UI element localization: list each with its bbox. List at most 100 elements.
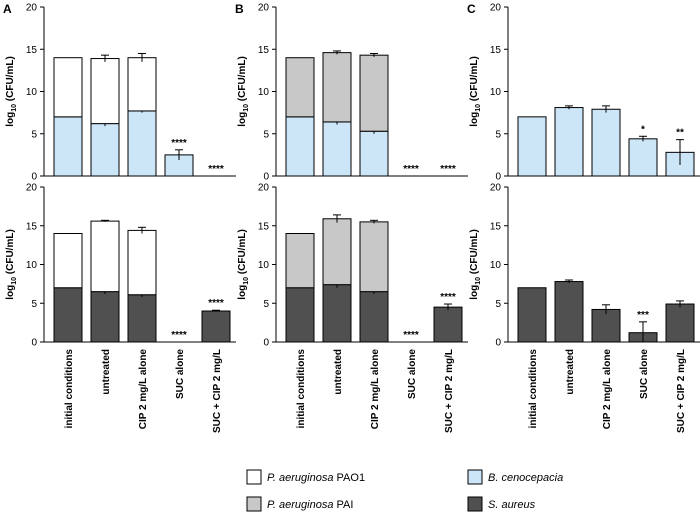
bar-s-aureus (201, 310, 231, 343)
bar-s-aureus (285, 287, 315, 343)
y-tick-label: 5 (495, 129, 501, 140)
legend-label-aureus: S. aureus (488, 499, 536, 511)
y-tick-label: 0 (263, 338, 269, 349)
panel-b-top: 0 5 10 15 20 log10 (CFU/mL) B **** **** (235, 2, 468, 183)
bar-s-aureus (359, 291, 389, 343)
legend-label-pao1: P. aeruginosa PAO1 (267, 472, 365, 484)
y-axis-label: log10 (CFU/mL) (469, 229, 482, 300)
bar-p-aeruginosa-pai (285, 57, 315, 118)
panel-a-bottom: 0 5 10 15 20 log10 (CFU/mL) initial conditions… (5, 183, 236, 433)
bar-p-aeruginosa-pao1 (53, 57, 83, 118)
bar-p-aeruginosa-pao1 (53, 233, 83, 289)
y-axis-label: log10 (CFU/mL) (5, 229, 18, 300)
significance-label: **** (440, 292, 456, 303)
y-tick-label: 0 (495, 338, 501, 349)
x-category-label: untreated (333, 349, 344, 395)
y-tick-label: 20 (490, 183, 502, 194)
legend-label-cenocepacia: B. cenocepacia (488, 472, 563, 484)
y-tick-label: 10 (26, 87, 38, 98)
significance-label: **** (403, 164, 419, 175)
bar-p-aeruginosa-pao1 (127, 57, 157, 112)
x-category-label: SUC + CIP 2 mg/L (444, 349, 455, 433)
x-category-label: initial conditions (296, 349, 307, 429)
legend-item-aureus: S. aureus (467, 496, 536, 512)
legend-swatch-cenocepacia (467, 469, 483, 485)
y-axis-label: log10 (CFU/mL) (237, 229, 250, 300)
x-category-label: CIP 2 mg/L alone (370, 349, 381, 430)
y-tick-label: 5 (31, 129, 37, 140)
y-tick-label: 15 (490, 45, 502, 56)
y-tick-label: 20 (258, 183, 270, 194)
y-tick-label: 20 (26, 183, 38, 194)
bar-s-aureus (322, 284, 352, 343)
panel-label-b: B (235, 2, 244, 16)
y-tick-label: 0 (263, 172, 269, 183)
y-tick-label: 0 (31, 172, 37, 183)
bar-b-cenocepacia (285, 116, 315, 177)
bar-p-aeruginosa-pai (285, 233, 315, 289)
bar-b-cenocepacia (517, 116, 547, 177)
bar-s-aureus (433, 306, 463, 343)
y-tick-label: 15 (26, 221, 38, 232)
bar-b-cenocepacia (591, 108, 621, 177)
significance-label: **** (440, 164, 456, 175)
bar-b-cenocepacia (127, 110, 157, 177)
bar-p-aeruginosa-pai (322, 218, 352, 286)
bar-b-cenocepacia (53, 116, 83, 177)
x-category-label: CIP 2 mg/L alone (602, 349, 613, 430)
y-tick-label: 20 (258, 3, 270, 14)
y-tick-label: 10 (490, 260, 502, 271)
panel-label-a: A (3, 2, 12, 16)
bar-b-cenocepacia (322, 121, 352, 177)
y-tick-label: 10 (258, 87, 270, 98)
y-tick-label: 20 (490, 3, 502, 14)
bar-s-aureus (591, 308, 621, 343)
significance-label: **** (403, 330, 419, 341)
legend: P. aeruginosa PAO1 B. cenocepacia P. aerug… (246, 469, 563, 512)
significance-label: **** (208, 298, 224, 309)
x-category-label: initial conditions (64, 349, 75, 429)
x-category-label: SUC alone (175, 349, 186, 399)
significance-label: *** (637, 310, 649, 321)
y-axis-label: log10 (CFU/mL) (5, 56, 18, 127)
bar-p-aeruginosa-pai (359, 221, 389, 293)
bar-b-cenocepacia (554, 107, 584, 177)
x-category-label: SUC alone (639, 349, 650, 399)
bar-p-aeruginosa-pao1 (90, 58, 120, 125)
y-tick-label: 5 (31, 299, 37, 310)
y-tick-label: 0 (31, 338, 37, 349)
x-category-label: CIP 2 mg/L alone (138, 349, 149, 430)
y-tick-label: 0 (495, 172, 501, 183)
x-category-label: SUC + CIP 2 mg/L (212, 349, 223, 433)
legend-item-pai: P. aeruginosa PAI (246, 496, 353, 512)
bar-s-aureus (127, 294, 157, 343)
y-tick-label: 10 (26, 260, 38, 271)
x-category-label: SUC alone (407, 349, 418, 399)
y-tick-label: 10 (258, 260, 270, 271)
y-tick-label: 20 (26, 3, 38, 14)
bar-s-aureus (53, 287, 83, 343)
y-axis-label: log10 (CFU/mL) (237, 56, 250, 127)
y-tick-label: 15 (26, 45, 38, 56)
significance-label: * (641, 124, 645, 135)
legend-label-pai: P. aeruginosa PAI (267, 499, 353, 511)
bar-p-aeruginosa-pao1 (127, 229, 157, 296)
y-tick-label: 5 (263, 129, 269, 140)
bar-p-aeruginosa-pao1 (90, 220, 120, 293)
bar-b-cenocepacia (90, 123, 120, 177)
panel-c-bottom: 0 5 10 15 20 log10 (CFU/mL) initial conditions… (469, 183, 700, 433)
bar-s-aureus (665, 303, 695, 343)
legend-swatch-aureus (467, 496, 483, 512)
panel-a-top: 0 5 10 15 20 log10 (CFU/mL) A **** **** (3, 2, 236, 183)
bar-s-aureus (90, 291, 120, 343)
legend-swatch-pao1 (246, 469, 262, 485)
y-tick-label: 15 (258, 45, 270, 56)
bar-b-cenocepacia (359, 130, 389, 177)
y-tick-label: 15 (490, 221, 502, 232)
bar-p-aeruginosa-pai (322, 52, 352, 123)
bar-p-aeruginosa-pai (359, 54, 389, 132)
y-tick-label: 5 (495, 299, 501, 310)
